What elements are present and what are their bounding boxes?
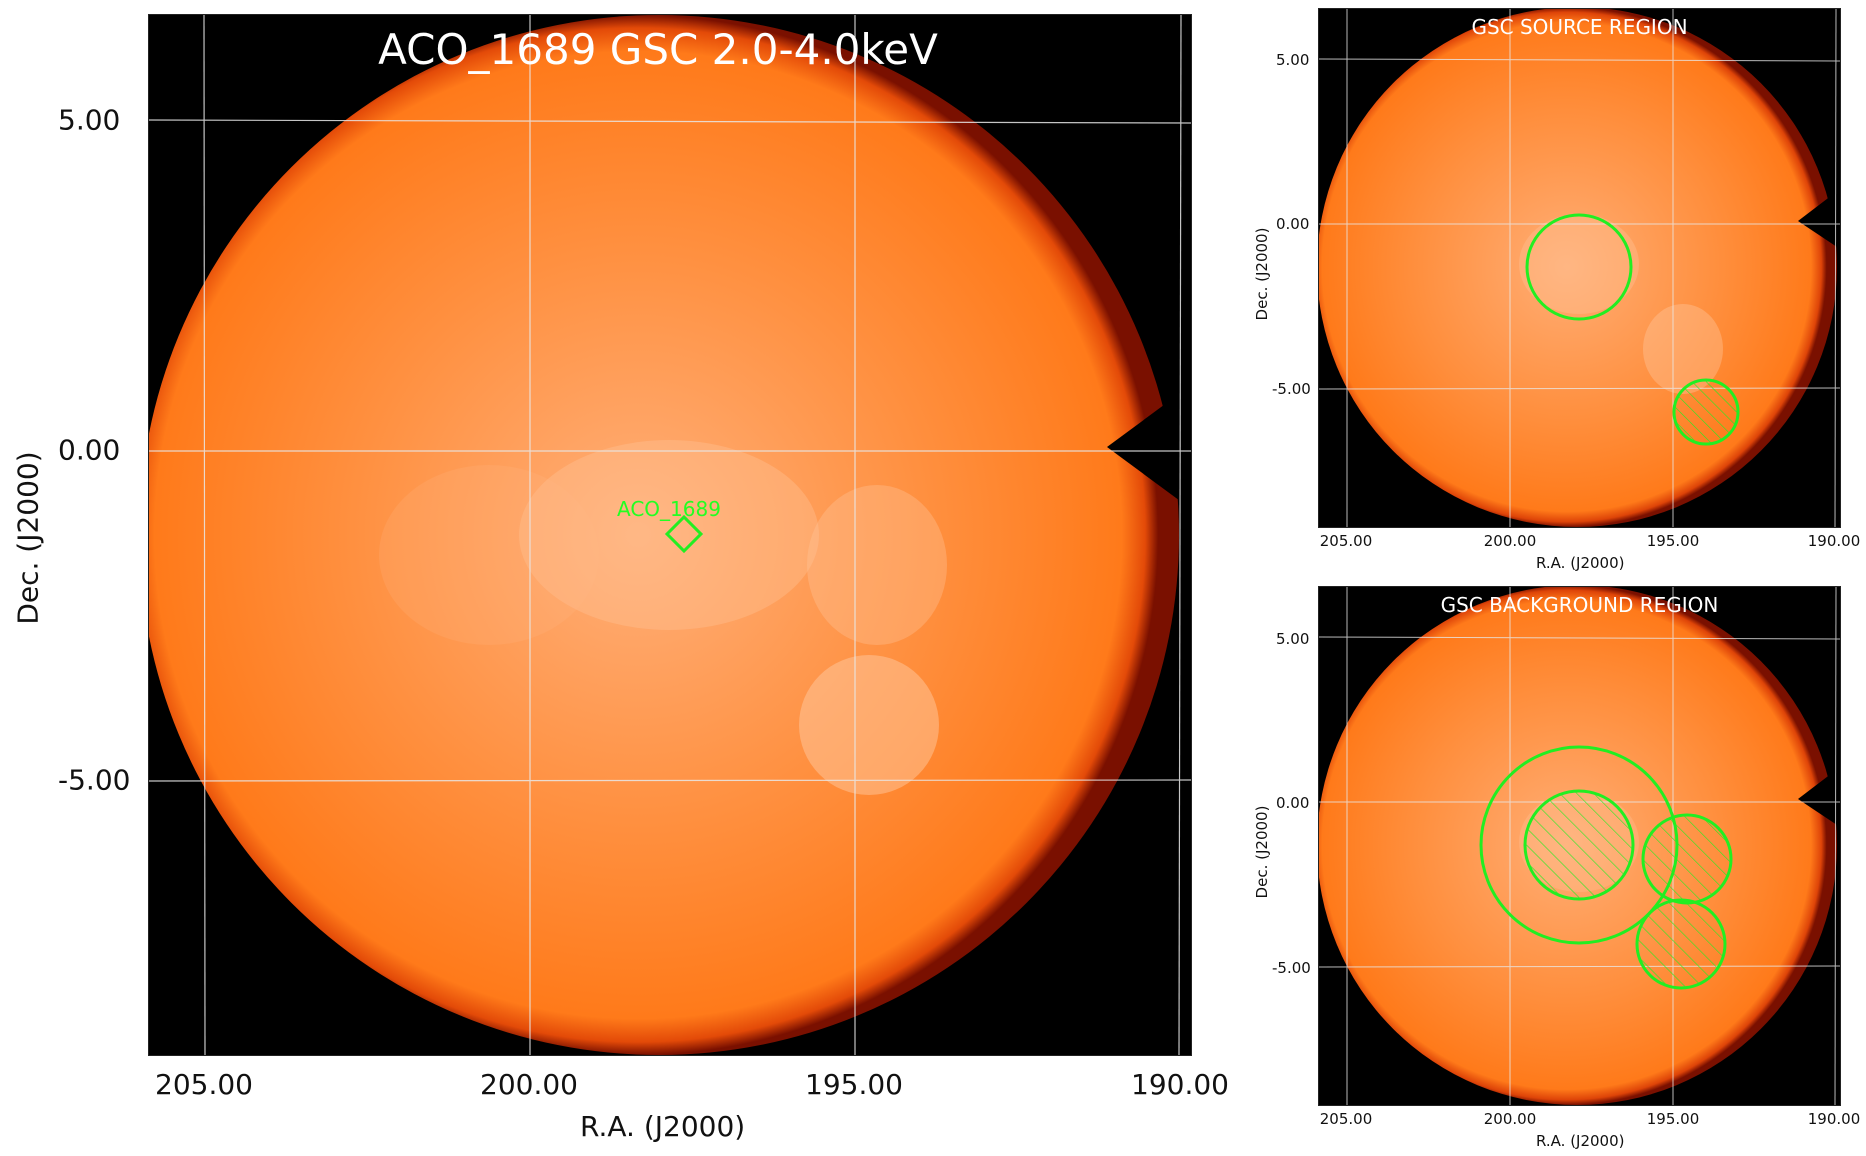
background-x-tick: 205.00 <box>1319 1110 1373 1128</box>
source-x-axis-label: R.A. (J2000) <box>1536 554 1625 572</box>
main-x-tick: 200.00 <box>480 1068 578 1101</box>
background-x-tick: 195.00 <box>1646 1110 1700 1128</box>
background-y-tick: -5.00 <box>1272 959 1311 977</box>
background-y-tick: 0.00 <box>1276 794 1310 812</box>
main-y-tick: -5.00 <box>58 763 131 797</box>
main-y-axis-label: Dec. (J2000) <box>11 451 45 625</box>
source-x-tick: 205.00 <box>1319 532 1373 550</box>
main-y-tick: 5.00 <box>58 103 121 137</box>
coordinate-grid <box>149 15 1191 1055</box>
main-x-axis-label: R.A. (J2000) <box>580 1110 746 1143</box>
source-y-axis-label: Dec. (J2000) <box>1253 227 1271 321</box>
main-sky-image <box>149 15 1191 1055</box>
xray-disk <box>149 15 1191 1055</box>
background-region-panel: GSC BACKGROUND REGION <box>1318 586 1841 1106</box>
source-label: ACO_1689 <box>617 497 721 521</box>
background-exclusion-center <box>1523 789 1635 901</box>
main-x-tick: 205.00 <box>155 1068 253 1101</box>
main-x-tick: 190.00 <box>1131 1068 1229 1101</box>
source-y-tick: 0.00 <box>1276 215 1310 233</box>
source-y-tick: -5.00 <box>1272 380 1311 398</box>
background-exclusion-lower <box>1635 898 1727 990</box>
source-x-tick: 190.00 <box>1807 532 1861 550</box>
main-image-panel: ACO_1689 GSC 2.0-4.0keV ACO_1689 <box>148 14 1192 1056</box>
source-marker-diamond <box>664 514 704 554</box>
source-sky-image <box>1319 9 1840 527</box>
source-x-tick: 195.00 <box>1646 532 1700 550</box>
main-title: ACO_1689 GSC 2.0-4.0keV <box>378 25 938 74</box>
source-region-panel: GSC SOURCE REGION <box>1318 8 1841 528</box>
background-exclusion-right <box>1641 813 1733 905</box>
background-y-axis-label: Dec. (J2000) <box>1253 805 1271 899</box>
source-y-tick: 5.00 <box>1276 51 1310 69</box>
background-y-tick: 5.00 <box>1276 630 1310 648</box>
main-x-tick: 195.00 <box>805 1068 903 1101</box>
background-x-tick: 190.00 <box>1807 1110 1861 1128</box>
background-x-tick: 200.00 <box>1483 1110 1537 1128</box>
source-panel-title: GSC SOURCE REGION <box>1471 15 1688 39</box>
main-y-tick: 0.00 <box>58 433 121 467</box>
source-x-tick: 200.00 <box>1483 532 1537 550</box>
source-region-circle <box>1525 213 1633 321</box>
background-panel-title: GSC BACKGROUND REGION <box>1440 593 1719 617</box>
background-x-axis-label: R.A. (J2000) <box>1536 1132 1625 1150</box>
excluded-region-circle <box>1672 378 1740 446</box>
background-sky-image <box>1319 587 1840 1105</box>
